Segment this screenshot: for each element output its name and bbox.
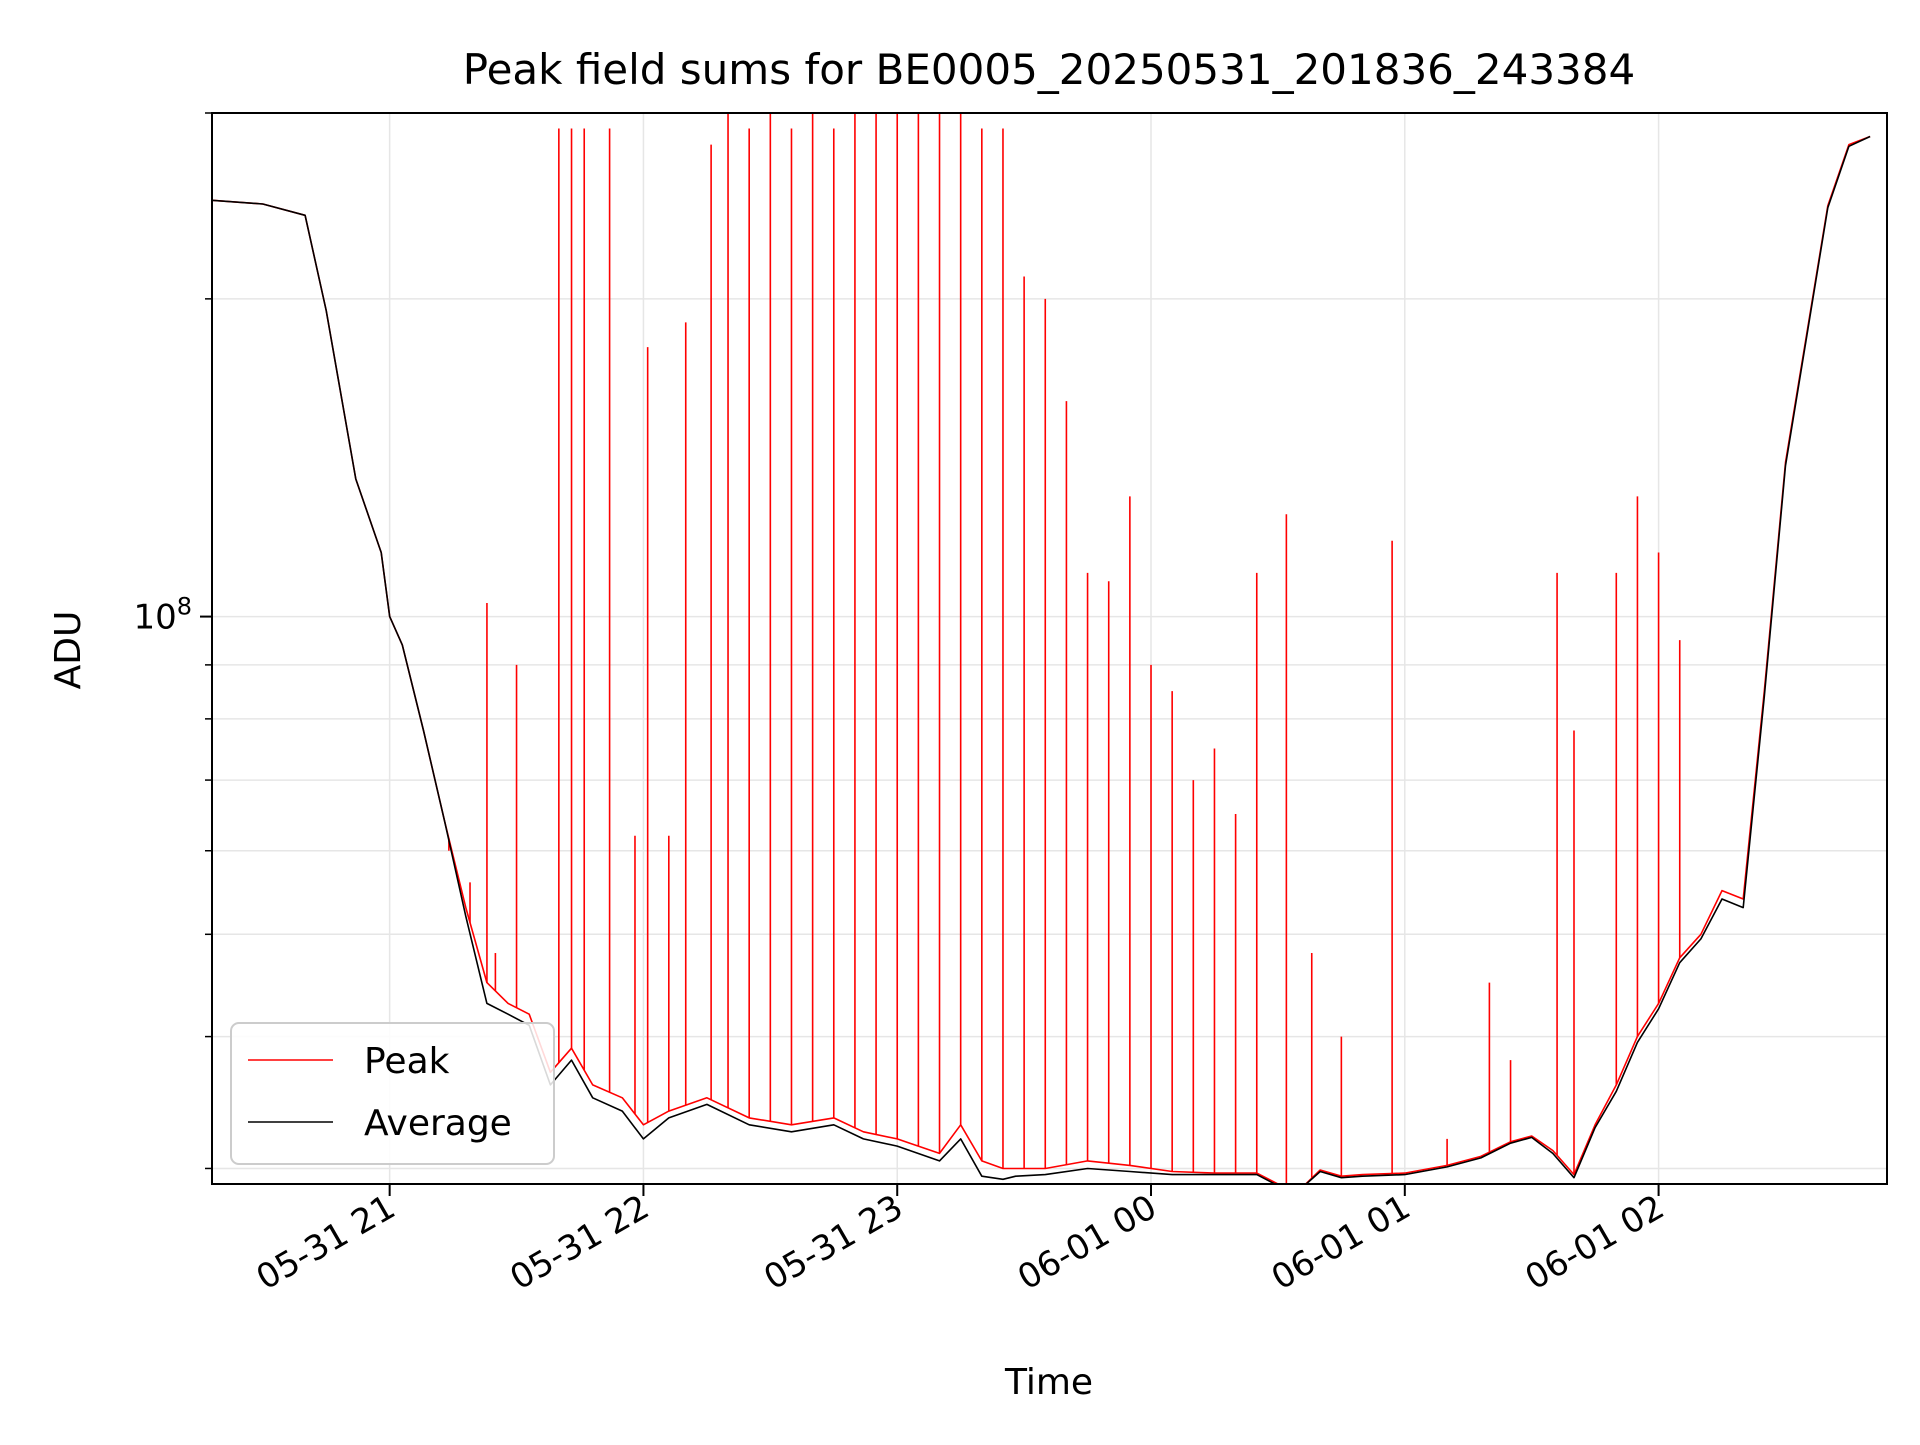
series-line-peak [212, 135, 1871, 1184]
y-axis-label: ADU [48, 611, 89, 690]
legend-label-peak: Peak [364, 1041, 450, 1082]
series-average [212, 135, 1871, 1184]
legend: Peak Average [230, 1022, 555, 1165]
x-axis-label: Time [1004, 1362, 1093, 1403]
y-tick-label: 108 [133, 593, 192, 638]
series-line-average [212, 135, 1871, 1184]
chart-title: Peak field sums for BE0005_20250531_2018… [463, 45, 1635, 94]
legend-box [230, 1022, 555, 1165]
series-peak [212, 113, 1871, 1184]
plot-frame [211, 112, 1888, 1185]
legend-label-average: Average [364, 1103, 512, 1144]
